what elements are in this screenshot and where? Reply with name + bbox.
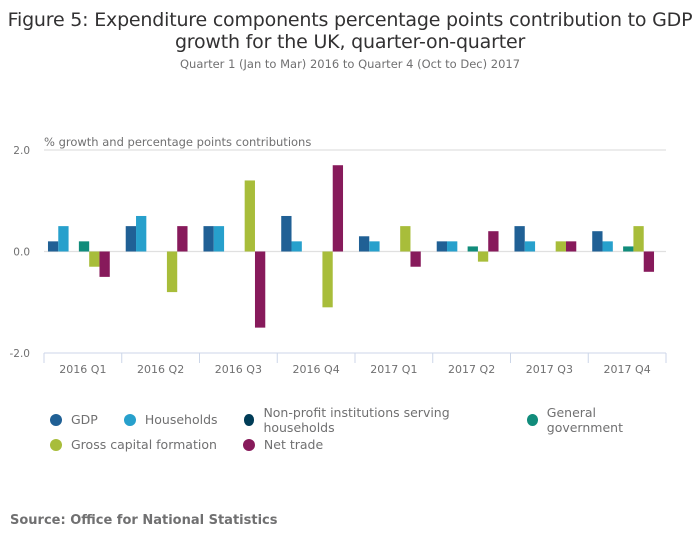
- bar-net-trade: [488, 231, 499, 252]
- bar-gross-capital-formation: [555, 241, 566, 252]
- legend-label: Non-profit institutions serving househol…: [263, 404, 450, 435]
- bar-net-trade: [565, 241, 577, 252]
- bar-households: [291, 241, 302, 252]
- legend-swatch-icon: [123, 413, 136, 426]
- bar-gdp: [514, 226, 525, 252]
- source-note: Source: Office for National Statistics: [10, 513, 278, 528]
- bar-gdp: [125, 226, 137, 252]
- bar-general-government: [78, 241, 90, 252]
- bar-general-government: [623, 246, 634, 252]
- legend-item[interactable]: Non-profit institutions serving househol…: [243, 404, 501, 435]
- bar-households: [136, 215, 147, 252]
- legend-swatch-icon: [50, 413, 62, 426]
- x-tick-label: 2017 Q4: [604, 363, 651, 376]
- x-tick-label: 2016 Q1: [59, 363, 106, 376]
- legend-swatch-icon: [242, 438, 255, 451]
- bar-general-government: [467, 246, 478, 252]
- legend-item[interactable]: GDP: [50, 412, 98, 427]
- legend-label: General government: [546, 404, 623, 435]
- legend-swatch-icon: [50, 438, 62, 451]
- bar-net-trade: [99, 251, 110, 277]
- bar-households: [369, 241, 380, 252]
- legend-item[interactable]: General government: [526, 404, 664, 435]
- x-tick-label: 2016 Q3: [215, 363, 262, 376]
- legend-row: GDP Households Non-profit institutions ser…: [50, 404, 690, 435]
- legend-label: Gross capital formation: [71, 437, 217, 452]
- y-tick-label: -2.0: [10, 348, 31, 360]
- bar-gross-capital-formation: [166, 251, 178, 293]
- y-tick-label: 2.0: [13, 145, 30, 157]
- bar-gross-capital-formation: [633, 226, 644, 252]
- x-tick-label: 2016 Q2: [137, 363, 184, 376]
- chart-subtitle: Quarter 1 (Jan to Mar) 2016 to Quarter 4…: [179, 57, 521, 71]
- bar-gdp: [203, 226, 214, 252]
- x-tick-label: 2017 Q3: [526, 363, 573, 376]
- x-tick-label: 2017 Q2: [448, 363, 495, 376]
- chart-plot: % growth and percentage points contribut…: [10, 135, 667, 376]
- bar-households: [602, 241, 613, 252]
- chart-title-line-1: Figure 5: Expenditure components percent…: [7, 9, 693, 31]
- y-tick-label: 0.0: [13, 247, 30, 259]
- legend-swatch-icon: [526, 413, 538, 426]
- bar-gross-capital-formation: [400, 226, 411, 252]
- bar-households: [447, 241, 458, 252]
- bar-gdp: [436, 241, 448, 252]
- bar-net-trade: [643, 251, 655, 272]
- legend-item[interactable]: Gross capital formation: [50, 437, 217, 452]
- legend-swatch-icon: [243, 413, 255, 426]
- legend-label: GDP: [71, 412, 98, 427]
- bar-gross-capital-formation: [244, 180, 255, 252]
- y-axis-title: % growth and percentage points contribut…: [44, 135, 311, 149]
- bar-net-trade: [254, 251, 266, 328]
- bar-gross-capital-formation: [89, 251, 100, 267]
- chart-title-line-2: growth for the UK, quarter-on-quarter: [174, 31, 526, 53]
- bar-gdp: [281, 215, 292, 252]
- bar-households: [524, 241, 536, 252]
- legend-label: Households: [144, 412, 218, 427]
- legend-item[interactable]: Households: [123, 412, 218, 427]
- chart-title: Figure 5: Expenditure components percent…: [0, 9, 700, 53]
- bar-gdp: [358, 236, 370, 252]
- x-tick-label: 2017 Q1: [370, 363, 417, 376]
- chart-legend: GDP Households Non-profit institutions ser…: [50, 404, 690, 457]
- legend-row: Gross capital formation Net trade: [50, 432, 690, 457]
- legend-label: Net trade: [263, 437, 324, 452]
- x-tick-label: 2016 Q4: [293, 363, 340, 376]
- bar-net-trade: [410, 251, 421, 267]
- bar-gdp: [47, 241, 59, 252]
- bar-households: [58, 226, 69, 252]
- bar-gross-capital-formation: [322, 251, 333, 308]
- bar-households: [213, 226, 225, 252]
- bar-gdp: [592, 231, 603, 252]
- bar-net-trade: [177, 226, 188, 252]
- legend-item[interactable]: Net trade: [242, 437, 324, 452]
- bar-net-trade: [332, 165, 344, 252]
- bar-gross-capital-formation: [477, 251, 489, 262]
